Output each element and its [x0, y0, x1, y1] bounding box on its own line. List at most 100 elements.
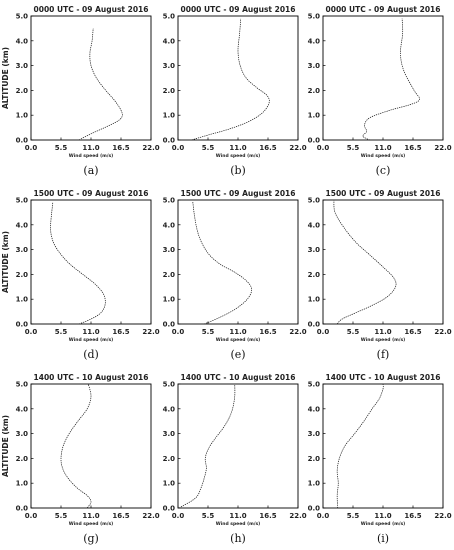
y-tick-label: 4.0	[163, 405, 176, 413]
x-tick-label: 16.5	[259, 512, 276, 520]
y-tick-label: 5.0	[16, 13, 29, 21]
x-axis-label: Wind speed (m/s)	[69, 337, 113, 343]
x-tick-label: 11.0	[229, 328, 246, 336]
wind-profile-line	[191, 18, 270, 141]
panel-caption: (a)	[83, 164, 98, 177]
y-tick-label: 3.0	[163, 246, 176, 254]
x-tick-label: 5.5	[202, 512, 215, 520]
x-tick-label: 5.5	[55, 328, 68, 336]
x-tick-label: 0.0	[25, 512, 38, 520]
plot-frame	[30, 383, 152, 509]
plot-frame	[177, 383, 299, 509]
panel-caption: (f)	[377, 348, 390, 361]
plot-frame	[322, 383, 444, 509]
y-tick-label: 3.0	[16, 62, 29, 70]
panel-title: 1500 UTC - 09 August 2016	[181, 189, 296, 198]
wind-profile-line	[60, 383, 92, 509]
y-tick-label: 1.0	[16, 480, 29, 488]
x-axis-label: Wind speed (m/s)	[361, 153, 405, 159]
panel-title: 1400 UTC - 10 August 2016	[181, 373, 296, 382]
x-tick-label: 16.5	[259, 144, 276, 152]
y-tick-label: 2.0	[308, 455, 321, 463]
x-tick-label: 22.0	[434, 512, 451, 520]
y-axis-label: ALTITUDE (km)	[1, 47, 10, 109]
panel-b: 0000 UTC - 09 August 2016 0.0 1.0 2.0 3.0 4.0…	[163, 5, 307, 177]
x-axis-label: Wind speed (m/s)	[69, 153, 113, 159]
wind-profile-line	[362, 18, 420, 141]
x-tick-label: 22.0	[434, 328, 451, 336]
x-tick-label: 22.0	[289, 512, 306, 520]
panel-title: 0000 UTC - 09 August 2016	[34, 5, 149, 14]
x-tick-label: 11.0	[82, 512, 99, 520]
x-tick-label: 16.5	[404, 144, 421, 152]
x-tick-label: 11.0	[82, 144, 99, 152]
plot-frame	[177, 199, 299, 325]
x-tick-label: 16.5	[404, 328, 421, 336]
y-tick-label: 2.0	[163, 271, 176, 279]
y-tick-label: 4.0	[163, 221, 176, 229]
wind-profile-line	[336, 383, 384, 509]
y-tick-label: 0.0	[16, 505, 29, 513]
x-tick-label: 11.0	[374, 144, 391, 152]
y-tick-label: 4.0	[163, 37, 176, 45]
panel-caption: (b)	[230, 164, 246, 177]
panel-title: 1500 UTC - 09 August 2016	[326, 189, 441, 198]
y-tick-label: 4.0	[16, 405, 29, 413]
y-tick-label: 2.0	[163, 455, 176, 463]
y-tick-label: 5.0	[163, 381, 176, 389]
y-tick-label: 1.0	[163, 296, 176, 304]
x-tick-label: 5.5	[202, 328, 215, 336]
panel-caption: (c)	[376, 164, 391, 177]
y-tick-label: 4.0	[16, 37, 29, 45]
y-tick-label: 0.0	[16, 137, 29, 145]
y-tick-label: 1.0	[16, 296, 29, 304]
y-tick-label: 3.0	[163, 62, 176, 70]
x-tick-label: 5.5	[347, 328, 360, 336]
y-tick-label: 3.0	[308, 246, 321, 254]
panel-title: 1400 UTC - 10 August 2016	[34, 373, 149, 382]
x-tick-label: 0.0	[172, 512, 185, 520]
x-tick-label: 16.5	[259, 328, 276, 336]
x-axis-label: Wind speed (m/s)	[216, 521, 260, 527]
panel-c: 0000 UTC - 09 August 2016 0.0 1.0 2.0 3.0 4.0…	[308, 5, 452, 177]
x-tick-label: 16.5	[112, 328, 129, 336]
panel-title: 0000 UTC - 09 August 2016	[181, 5, 296, 14]
y-tick-label: 4.0	[16, 221, 29, 229]
x-tick-label: 22.0	[289, 328, 306, 336]
x-tick-label: 11.0	[82, 328, 99, 336]
x-tick-label: 5.5	[55, 512, 68, 520]
x-tick-label: 11.0	[229, 512, 246, 520]
wind-profile-line	[178, 383, 236, 509]
panel-title: 1400 UTC - 10 August 2016	[326, 373, 441, 382]
panel-caption: (h)	[230, 532, 246, 545]
y-tick-label: 1.0	[16, 112, 29, 120]
y-axis-label: ALTITUDE (km)	[1, 415, 10, 477]
x-tick-label: 0.0	[25, 328, 38, 336]
y-tick-label: 5.0	[308, 381, 321, 389]
y-tick-label: 2.0	[308, 271, 321, 279]
panel-title: 0000 UTC - 09 August 2016	[326, 5, 441, 14]
y-tick-label: 5.0	[308, 197, 321, 205]
x-axis-label: Wind speed (m/s)	[216, 153, 260, 159]
y-tick-label: 1.0	[308, 112, 321, 120]
x-tick-label: 0.0	[172, 328, 185, 336]
y-tick-label: 2.0	[16, 455, 29, 463]
x-tick-label: 5.5	[202, 144, 215, 152]
wind-profile-line	[78, 28, 123, 141]
panel-f: 1500 UTC - 09 August 2016 0.0 1.0 2.0 3.0 4.0…	[308, 189, 452, 361]
panel-h: 1400 UTC - 10 August 2016 0.0 1.0 2.0 3.0 4.0…	[163, 373, 307, 545]
x-tick-label: 5.5	[55, 144, 68, 152]
x-tick-label: 22.0	[142, 512, 159, 520]
panel-title: 1500 UTC - 09 August 2016	[34, 189, 149, 198]
plot-frame	[322, 15, 444, 141]
y-tick-label: 5.0	[308, 13, 321, 21]
y-tick-label: 0.0	[308, 321, 321, 329]
panel-d: 1500 UTC - 09 August 2016 0.0 1.0 2.0 3.0 4.0…	[1, 189, 160, 361]
y-tick-label: 1.0	[163, 480, 176, 488]
y-tick-label: 3.0	[308, 430, 321, 438]
y-tick-label: 4.0	[308, 221, 321, 229]
y-tick-label: 3.0	[16, 430, 29, 438]
x-tick-label: 22.0	[142, 144, 159, 152]
x-axis-label: Wind speed (m/s)	[69, 521, 113, 527]
